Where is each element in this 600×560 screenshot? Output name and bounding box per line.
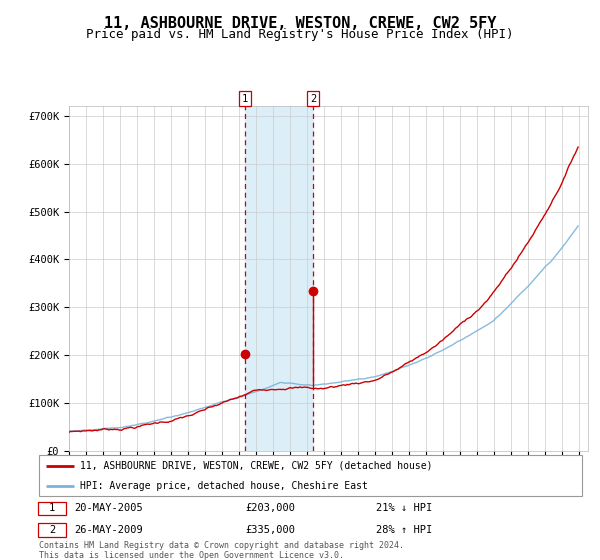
Text: 21% ↓ HPI: 21% ↓ HPI [376, 503, 432, 514]
Text: 1: 1 [49, 503, 55, 514]
FancyBboxPatch shape [38, 502, 65, 515]
Text: 26-MAY-2009: 26-MAY-2009 [74, 525, 143, 535]
Text: 11, ASHBOURNE DRIVE, WESTON, CREWE, CW2 5FY: 11, ASHBOURNE DRIVE, WESTON, CREWE, CW2 … [104, 16, 496, 31]
Text: 11, ASHBOURNE DRIVE, WESTON, CREWE, CW2 5FY (detached house): 11, ASHBOURNE DRIVE, WESTON, CREWE, CW2 … [80, 461, 432, 471]
Text: 2: 2 [49, 525, 55, 535]
FancyBboxPatch shape [38, 523, 65, 536]
Text: £203,000: £203,000 [245, 503, 295, 514]
Text: 20-MAY-2005: 20-MAY-2005 [74, 503, 143, 514]
Text: £335,000: £335,000 [245, 525, 295, 535]
Text: HPI: Average price, detached house, Cheshire East: HPI: Average price, detached house, Ches… [80, 481, 368, 491]
Text: 2: 2 [310, 94, 316, 104]
Text: Contains HM Land Registry data © Crown copyright and database right 2024.
This d: Contains HM Land Registry data © Crown c… [39, 541, 404, 560]
Text: Price paid vs. HM Land Registry's House Price Index (HPI): Price paid vs. HM Land Registry's House … [86, 28, 514, 41]
Text: 1: 1 [242, 94, 248, 104]
Bar [245, 106, 313, 451]
Text: 28% ↑ HPI: 28% ↑ HPI [376, 525, 432, 535]
